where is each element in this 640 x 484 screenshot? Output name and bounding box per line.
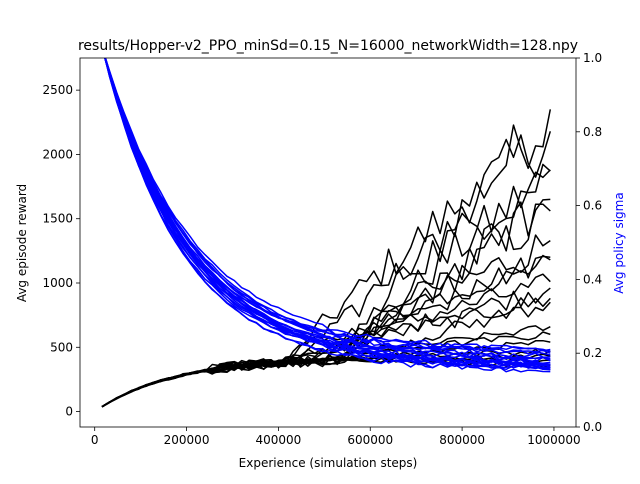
y-right-tick-label: 0.6: [583, 199, 602, 213]
x-tick-label: 600000: [347, 433, 393, 447]
sigma-line-run-19: [104, 58, 551, 356]
sigma-line-run-20: [104, 58, 551, 353]
chart-title: results/Hopper-v2_PPO_minSd=0.15_N=16000…: [78, 38, 578, 54]
y-right-tick-label: 1.0: [583, 51, 602, 65]
y-left-tick-label: 2000: [42, 147, 73, 161]
x-tick-label: 0: [91, 433, 99, 447]
sigma-line-run-16: [104, 58, 551, 360]
y-left-tick-label: 0: [65, 405, 73, 419]
axes-frame: [79, 57, 577, 428]
plot-area: [101, 58, 552, 408]
x-tick-label: 200000: [164, 433, 210, 447]
y-right-tick-label: 0.2: [583, 346, 602, 360]
series-group: [101, 58, 552, 408]
y-left-tick-label: 1500: [42, 212, 73, 226]
reward-line-run-20: [101, 357, 551, 408]
x-tick-label: 800000: [439, 433, 485, 447]
sigma-line-run-18: [104, 58, 551, 367]
x-axis-label: Experience (simulation steps): [239, 456, 418, 470]
y-left-tick-label: 500: [50, 340, 73, 354]
y-axis-right-label: Avg policy sigma: [612, 192, 626, 293]
y-left-tick-label: 1000: [42, 276, 73, 290]
y-right-tick-label: 0.8: [583, 125, 602, 139]
y-left-tick-label: 2500: [42, 83, 73, 97]
axes: 0 200000 400000 600000 800000 1000000 0 500 1000…: [42, 51, 602, 447]
x-tick-label: 1000000: [527, 433, 580, 447]
sigma-line-run-17: [104, 58, 551, 369]
x-tick-label: 400000: [255, 433, 301, 447]
y-axis-left-label: Avg episode reward: [15, 184, 29, 302]
sigma-line-run-15: [104, 58, 551, 363]
y-right-tick-label: 0.4: [583, 272, 602, 286]
y-right-tick-label: 0.0: [583, 420, 602, 434]
